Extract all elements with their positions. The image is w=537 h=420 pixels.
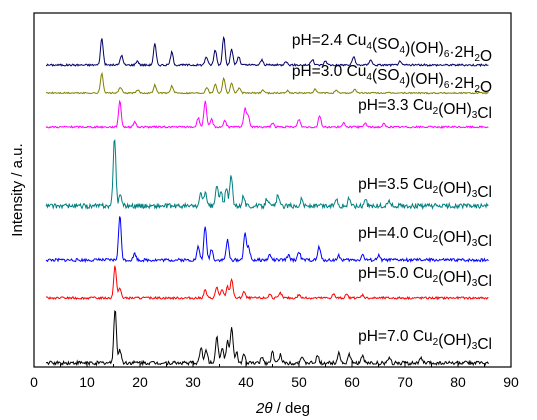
x-tick-label-60: 60 <box>344 374 360 390</box>
x-axis-title-symbol: 2θ <box>255 400 272 417</box>
series-layer <box>45 35 489 367</box>
series-label-2: pH=3.3 Cu2(OH)3Cl <box>358 97 492 122</box>
series-label-3: pH=3.5 Cu2(OH)3Cl <box>358 176 492 201</box>
x-tick-label-30: 30 <box>185 374 201 390</box>
series-label-0: pH=2.4 Cu4(SO4)(OH)6·2H2O <box>292 32 492 65</box>
series-line-0 <box>45 35 489 68</box>
x-tick-label-80: 80 <box>450 374 466 390</box>
x-tick-label-10: 10 <box>79 374 95 390</box>
series-line-6 <box>45 310 489 367</box>
series-label-6: pH=7.0 Cu2(OH)3Cl <box>358 328 492 353</box>
x-tick-label-0: 0 <box>30 374 38 390</box>
x-axis-title-unit: / deg <box>272 400 310 417</box>
x-axis-ticks: 0 10 20 30 40 50 60 70 80 90 <box>30 361 519 390</box>
series-label-1: pH=3.0 Cu4(SO4)(OH)6·2H2O <box>292 63 492 96</box>
series-line-5 <box>45 265 489 301</box>
y-axis-title: Intensity / a.u. <box>9 143 26 236</box>
series-line-2 <box>45 99 489 130</box>
x-axis-title: 2θ / deg <box>255 400 310 417</box>
series-label-5: pH=5.0 Cu2(OH)3Cl <box>358 265 492 290</box>
series-line-1 <box>45 71 489 95</box>
x-tick-label-40: 40 <box>238 374 254 390</box>
series-line-3 <box>45 138 489 211</box>
x-tick-label-70: 70 <box>397 374 413 390</box>
x-tick-label-50: 50 <box>291 374 307 390</box>
series-label-4: pH=4.0 Cu2(OH)3Cl <box>358 225 492 250</box>
series-line-4 <box>45 216 489 264</box>
x-tick-label-90: 90 <box>503 374 519 390</box>
x-tick-label-20: 20 <box>132 374 148 390</box>
